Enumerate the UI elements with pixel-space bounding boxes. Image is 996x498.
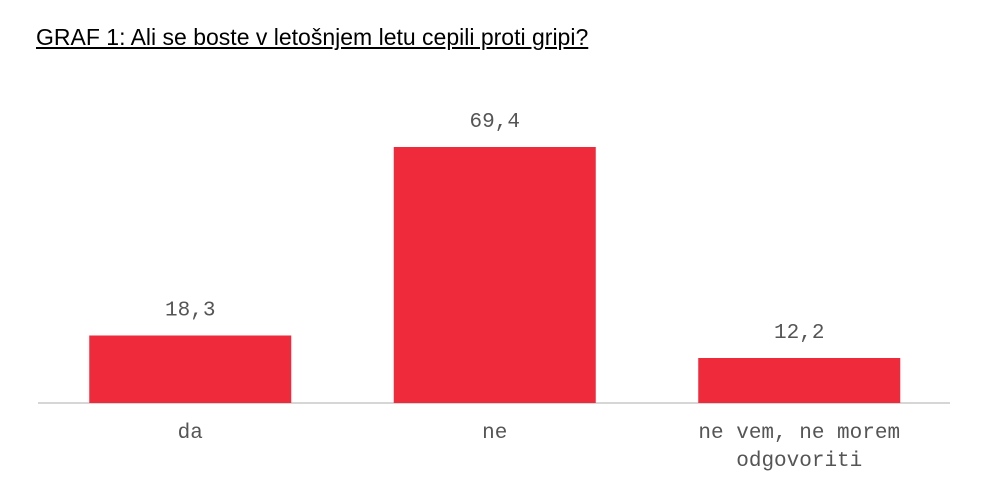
x-tick-label: ne vem, ne morem odgovoriti: [698, 422, 901, 473]
bar: [393, 147, 596, 403]
value-label: 12,2: [774, 322, 824, 345]
value-label: 69,4: [470, 111, 520, 134]
value-label: 18,3: [165, 299, 215, 322]
x-tick-label: ne: [482, 422, 508, 445]
x-tick-label: da: [177, 422, 203, 445]
bar: [89, 335, 292, 403]
bar: [698, 357, 901, 403]
chart-title: GRAF 1: Ali se boste v letošnjem letu ce…: [36, 24, 589, 50]
